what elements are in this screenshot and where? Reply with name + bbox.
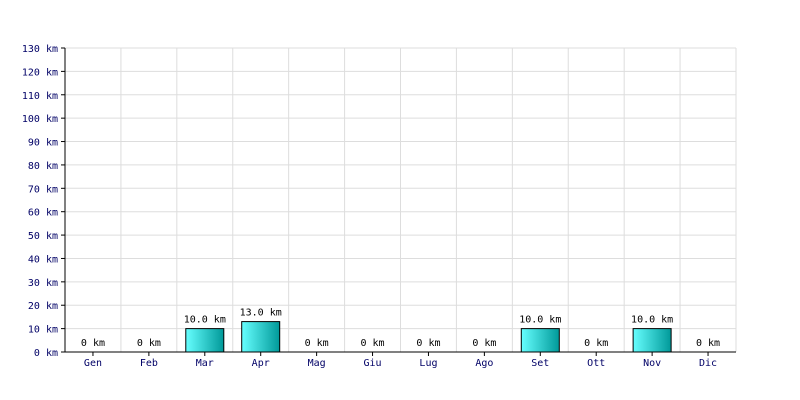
x-tick-label: Nov xyxy=(643,358,661,369)
data-label-set: 10.0 km xyxy=(519,315,561,326)
bars xyxy=(185,321,672,353)
x-tick-label: Giu xyxy=(364,358,382,369)
data-label-mag: 0 km xyxy=(305,338,329,349)
grid-lines xyxy=(65,47,737,352)
y-tick-label: 20 km xyxy=(28,301,58,312)
bar-nov xyxy=(632,328,672,353)
data-label-dic: 0 km xyxy=(696,338,720,349)
y-tick-label: 50 km xyxy=(28,231,58,242)
y-tick-label: 70 km xyxy=(28,184,58,195)
y-tick-label: 80 km xyxy=(28,161,58,172)
x-tick-label: Lug xyxy=(419,358,437,369)
y-tick-label: 100 km xyxy=(22,114,58,125)
x-tick-label: Dic xyxy=(699,358,717,369)
x-tick-label: Mar xyxy=(196,358,214,369)
bar-set xyxy=(520,328,560,353)
data-label-ott: 0 km xyxy=(584,338,608,349)
bar-apr xyxy=(241,321,281,353)
x-tick-label: Ott xyxy=(587,358,605,369)
data-label-feb: 0 km xyxy=(137,338,161,349)
y-tick-label: 40 km xyxy=(28,254,58,265)
bar-mar xyxy=(185,328,225,353)
data-label-gen: 0 km xyxy=(81,338,105,349)
axes: 0 km 10 km 20 km 30 km 40 km 50 km 60 km 70 km 8… xyxy=(22,44,736,369)
y-tick-label: 10 km xyxy=(28,325,58,336)
x-tick-label: Feb xyxy=(140,358,158,369)
data-label-apr: 13.0 km xyxy=(240,308,282,319)
y-tick-label: 30 km xyxy=(28,278,58,289)
data-label-lug: 0 km xyxy=(416,338,440,349)
y-tick-label: 110 km xyxy=(22,91,58,102)
data-label-mar: 10.0 km xyxy=(184,315,226,326)
x-tick-label: Ago xyxy=(475,358,493,369)
x-tick-label: Apr xyxy=(252,358,270,369)
y-tick-label: 90 km xyxy=(28,138,58,149)
y-tick-label: 0 km xyxy=(34,348,58,359)
data-label-giu: 0 km xyxy=(360,338,384,349)
y-tick-label: 130 km xyxy=(22,44,58,55)
data-label-nov: 10.0 km xyxy=(631,315,673,326)
y-tick-label: 120 km xyxy=(22,67,58,78)
x-tick-label: Mag xyxy=(308,358,326,369)
x-tick-label: Gen xyxy=(84,358,102,369)
x-tick-label: Set xyxy=(531,358,549,369)
y-tick-label: 60 km xyxy=(28,208,58,219)
data-labels: 0 km 0 km 10.0 km 13.0 km 0 km 0 km 0 km 0 km 10… xyxy=(81,308,720,349)
data-label-ago: 0 km xyxy=(472,338,496,349)
